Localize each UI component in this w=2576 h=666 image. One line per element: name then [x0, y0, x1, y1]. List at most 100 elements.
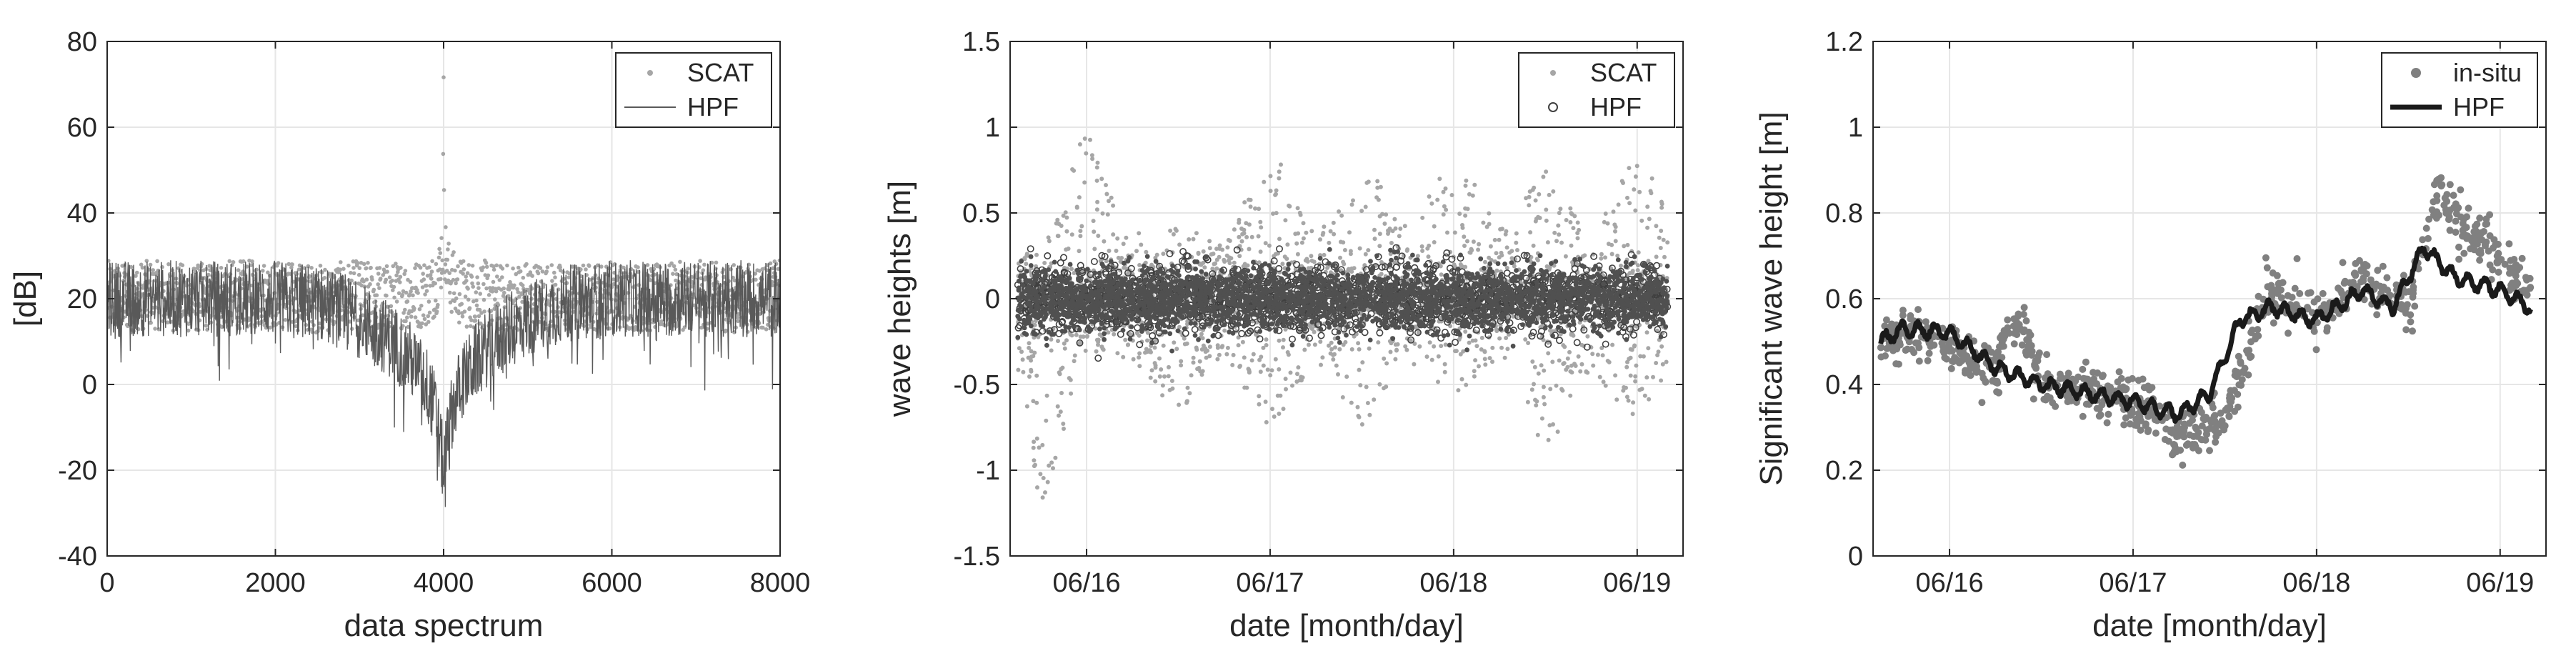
- data-point: [1432, 224, 1437, 229]
- data-point: [1264, 343, 1269, 347]
- data-point: [107, 259, 111, 263]
- data-point: [1191, 355, 1196, 360]
- data-point: [1116, 255, 1121, 260]
- data-point: [421, 313, 426, 318]
- data-point: [1465, 207, 1470, 212]
- data-point: [511, 299, 516, 304]
- data-point: [1275, 393, 1280, 398]
- data-point: [1227, 261, 1232, 266]
- data-point: [428, 273, 433, 277]
- data-point: [500, 275, 504, 279]
- data-point: [1063, 210, 1068, 215]
- data-point: [1274, 192, 1278, 197]
- data-point: [432, 314, 436, 319]
- data-point: [1058, 409, 1063, 414]
- data-point: [1605, 221, 1610, 226]
- data-point: [1111, 232, 1116, 237]
- data-point: [1284, 257, 1289, 262]
- data-point: [1449, 193, 1454, 197]
- data-point: [1256, 335, 1264, 343]
- data-point: [1634, 363, 1639, 368]
- data-point: [1629, 331, 1637, 339]
- data-point: [501, 286, 506, 291]
- data-point: [1115, 351, 1120, 356]
- data-point: [1429, 201, 1434, 206]
- data-point: [1104, 192, 1109, 197]
- x-axis-label: data spectrum: [344, 608, 544, 643]
- data-point: [1359, 209, 1364, 214]
- data-point: [1284, 387, 1288, 392]
- data-point: [1295, 372, 1299, 377]
- data-point: [714, 260, 719, 265]
- data-point: [1360, 360, 1365, 365]
- data-point: [1482, 349, 1487, 354]
- data-point: [1177, 242, 1182, 247]
- data-point: [456, 264, 460, 269]
- data-point: [446, 242, 451, 246]
- data-point: [521, 275, 526, 280]
- data-point: [1552, 230, 1557, 235]
- data-point: [1463, 213, 1468, 218]
- data-point: [1633, 374, 1638, 379]
- data-point: [1465, 239, 1469, 244]
- data-point: [1645, 204, 1650, 209]
- data-point: [1364, 180, 1369, 185]
- data-point: [1547, 423, 1552, 428]
- data-point: [1659, 199, 1664, 204]
- data-point: [374, 293, 379, 298]
- data-point: [466, 287, 470, 291]
- data-point: [1198, 369, 1203, 374]
- data-point: [441, 75, 446, 79]
- data-point: [444, 225, 448, 229]
- data-point: [1257, 357, 1262, 362]
- data-point: [1599, 252, 1604, 257]
- data-point: [1613, 373, 1618, 378]
- data-point: [1264, 337, 1269, 342]
- data-point: [413, 315, 418, 319]
- data-point: [439, 285, 444, 290]
- data-point: [1095, 199, 1100, 204]
- data-point: [424, 322, 429, 327]
- data-point: [1393, 357, 1398, 362]
- data-point: [1639, 260, 1647, 268]
- y-tick-label: 80: [67, 27, 97, 57]
- data-point: [1268, 174, 1273, 179]
- data-point: [1463, 183, 1468, 188]
- data-point: [1226, 237, 1231, 242]
- data-point: [1249, 234, 1254, 239]
- data-point: [306, 264, 311, 269]
- data-point: [1101, 347, 1106, 352]
- data-point: [1347, 230, 1352, 235]
- data-point: [1534, 399, 1539, 404]
- data-point: [1077, 195, 1082, 200]
- data-point: [1274, 188, 1279, 193]
- data-point: [1059, 391, 1064, 395]
- data-point: [419, 324, 423, 329]
- data-point: [1343, 339, 1348, 344]
- data-point: [276, 261, 281, 265]
- data-point: [515, 287, 519, 292]
- data-point: [1349, 266, 1354, 271]
- data-point: [753, 272, 758, 276]
- data-point: [1367, 346, 1372, 351]
- data-point: [1539, 363, 1544, 368]
- data-point: [1027, 341, 1032, 346]
- data-point: [1412, 342, 1417, 346]
- data-point: [645, 263, 650, 267]
- data-point: [1349, 347, 1354, 352]
- data-point: [1224, 253, 1229, 258]
- data-point: [454, 296, 459, 301]
- data-point: [516, 265, 521, 270]
- data-point: [1095, 160, 1100, 165]
- data-point: [1365, 401, 1370, 405]
- data-point: [1312, 342, 1317, 347]
- data-point: [1557, 358, 1562, 363]
- data-point: [1263, 241, 1268, 246]
- data-point: [1034, 400, 1039, 405]
- data-point: [1074, 205, 1079, 210]
- data-point: [494, 263, 499, 268]
- data-point: [491, 267, 496, 272]
- data-point: [451, 250, 456, 254]
- data-point: [771, 266, 775, 271]
- data-point: [261, 264, 266, 268]
